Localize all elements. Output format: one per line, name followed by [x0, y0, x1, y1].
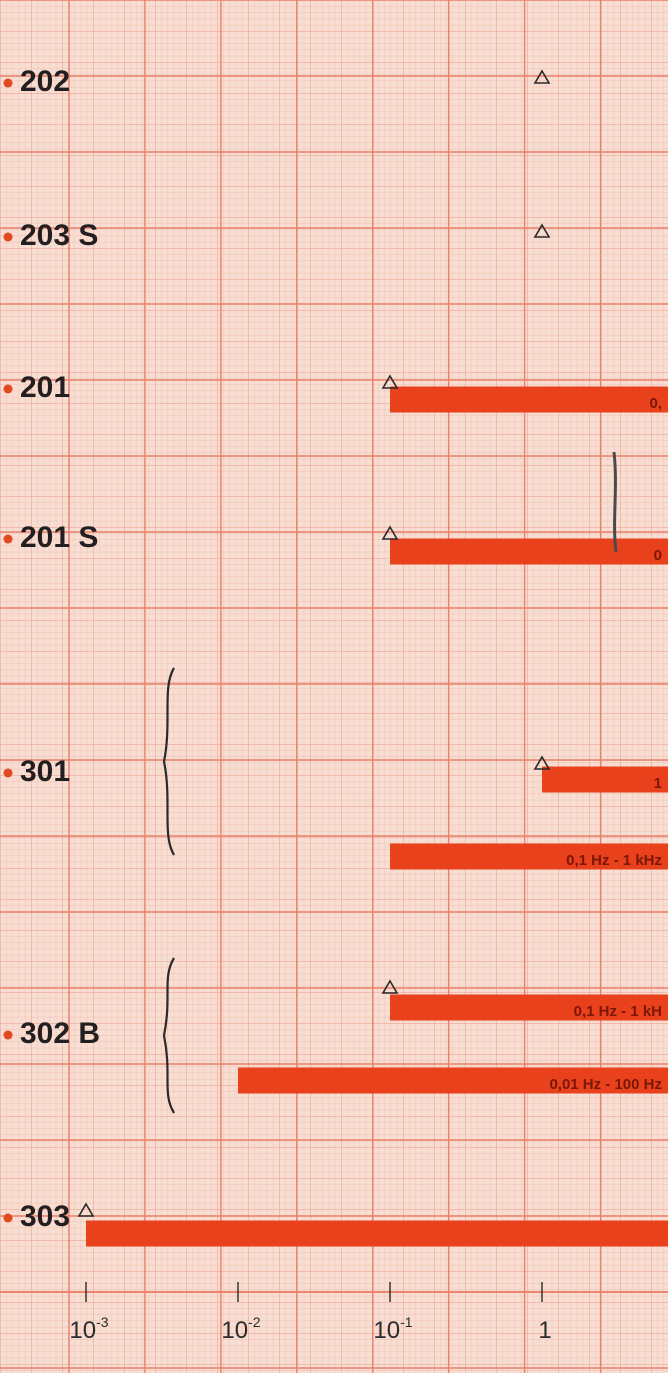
row-dot-marker: [3, 78, 13, 88]
range-bar: [542, 766, 668, 793]
start-frequency-marker: [533, 755, 551, 770]
x-tick-label: 1: [538, 1317, 551, 1344]
start-frequency-marker: [533, 69, 551, 84]
model-group: 301 1 0,1 Hz - 1 kHz: [4, 755, 668, 870]
start-frequency-marker: [77, 1202, 95, 1217]
range-bar-label: 0,: [649, 395, 662, 412]
model-label: 202: [20, 65, 70, 98]
x-tick-label: 10-3: [69, 1314, 108, 1344]
range-bar: [86, 1220, 668, 1247]
model-group: 201 S 0: [3, 521, 668, 565]
start-frequency-marker: [381, 979, 399, 994]
range-bar: [390, 843, 668, 870]
range-bar-label: 0,1 Hz - 1 kHz: [566, 852, 662, 869]
row-dot-marker: [3, 384, 13, 394]
range-bar-label: 0: [654, 547, 662, 564]
row-dot-marker: [3, 534, 13, 544]
model-group: 303: [3, 1200, 668, 1247]
range-bar: [390, 994, 668, 1021]
start-frequency-marker: [381, 525, 399, 540]
start-frequency-marker: [381, 374, 399, 389]
range-bar-label: 1: [654, 775, 662, 792]
model-label: 303: [20, 1200, 70, 1233]
model-label: 203 S: [20, 219, 98, 252]
x-axis: 10-3 10-2 10-1 1: [0, 1282, 668, 1344]
chart-rows: 202 203 S 201 0, 201 S 0 301 1 0,1 Hz - 1 kHz 302…: [4, 65, 668, 1247]
row-dot-marker: [3, 768, 13, 778]
model-label: 201 S: [20, 521, 98, 554]
model-group: 302 B 0,1 Hz - 1 kH 0,01 Hz - 100 Hz: [4, 981, 668, 1094]
x-tick-label: 10-2: [221, 1314, 260, 1344]
model-group: 203 S: [3, 219, 551, 252]
range-bar-label: 0,1 Hz - 1 kH: [574, 1003, 662, 1020]
row-dot-marker: [3, 1213, 13, 1223]
model-group: 201 0,: [3, 371, 668, 413]
pen-mark: [612, 451, 618, 553]
model-label: 201: [20, 371, 70, 404]
row-dot-marker: [3, 1030, 13, 1040]
range-bar: [238, 1067, 668, 1094]
group-brace: [162, 667, 175, 856]
range-bar: [390, 386, 668, 413]
annotations: [162, 451, 618, 1114]
range-bar: [390, 538, 668, 565]
model-label: 302 B: [20, 1017, 100, 1050]
x-tick-label: 10-1: [373, 1314, 412, 1344]
row-dot-marker: [3, 232, 13, 242]
model-group: 202: [3, 65, 551, 98]
model-label: 301: [20, 755, 70, 788]
range-bar-label: 0,01 Hz - 100 Hz: [549, 1076, 662, 1093]
group-brace: [162, 957, 175, 1114]
start-frequency-marker: [533, 223, 551, 238]
